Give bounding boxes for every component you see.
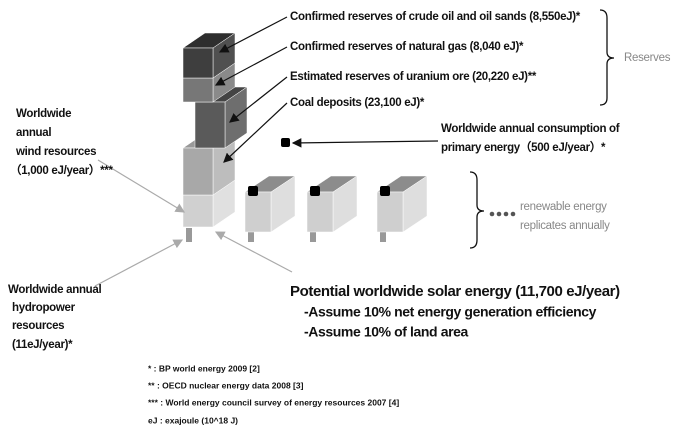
consumption-label: primary energy（500 eJ/year）*: [441, 140, 606, 154]
hydropower-label: hydropower: [12, 302, 76, 314]
cube-front: [306, 191, 334, 233]
arrows: [214, 16, 439, 163]
stub: [248, 228, 254, 242]
stub: [310, 228, 316, 242]
arrow: [218, 16, 288, 53]
solar-title: Potential worldwide solar energy (11,700…: [290, 283, 620, 300]
consumption-block: [310, 186, 320, 196]
stub: [380, 228, 386, 242]
consumption-block: [248, 186, 258, 196]
arrow: [97, 159, 186, 213]
cube-front: [182, 194, 214, 228]
cube-front: [244, 191, 272, 233]
wind-label: Worldwide: [16, 108, 71, 120]
consumption-block: [380, 186, 390, 196]
gray-arrows: [94, 159, 293, 287]
wind-label: （1,000 eJ/year）***: [10, 163, 113, 177]
cube-front: [194, 101, 226, 149]
renewable-label: replicates annually: [520, 220, 610, 232]
renewable-bracket: [469, 171, 485, 249]
oil-label: Confirmed reserves of crude oil and oil …: [290, 11, 581, 23]
cube-front: [376, 191, 404, 233]
reserves-label: Reserves: [624, 52, 671, 64]
footnote: eJ : exajoule (10^18 J): [148, 415, 238, 425]
arrow: [291, 138, 439, 148]
cube-front: [182, 77, 214, 103]
cubes: [182, 32, 428, 242]
consumption-label: Worldwide annual consumption of: [441, 123, 620, 135]
wind-label: wind resources: [15, 146, 96, 158]
solar-note: -Assume 10% net energy generation effici…: [304, 304, 597, 320]
arrow: [214, 46, 288, 86]
reserves-bracket: [599, 9, 615, 106]
arrow: [223, 102, 288, 163]
solar-note: -Assume 10% of land area: [304, 324, 469, 340]
cube-front: [182, 147, 214, 196]
footnote: *** : World energy council survey of ene…: [148, 397, 399, 407]
arrow: [229, 76, 288, 123]
arrow: [94, 239, 184, 287]
uranium-label: Estimated reserves of uranium ore (20,22…: [290, 71, 537, 83]
stub: [186, 228, 192, 242]
arrow: [214, 231, 293, 273]
renewable-label: renewable energy: [520, 201, 607, 213]
hydropower-label: Worldwide annual: [8, 284, 101, 296]
footnote: ** : OECD nuclear energy data 2008 [3]: [148, 380, 304, 390]
consumption-block: [281, 138, 290, 147]
dots: [489, 211, 516, 217]
hydropower-label: resources: [12, 320, 64, 332]
coal-label: Coal deposits (23,100 eJ)*: [290, 97, 425, 109]
hydropower-label: (11eJ/year)*: [12, 339, 73, 351]
gas-label: Confirmed reserves of natural gas (8,040…: [290, 41, 524, 53]
cube-front: [182, 47, 214, 79]
wind-label: annual: [16, 127, 51, 139]
footnote: * : BP world energy 2009 [2]: [148, 363, 260, 373]
